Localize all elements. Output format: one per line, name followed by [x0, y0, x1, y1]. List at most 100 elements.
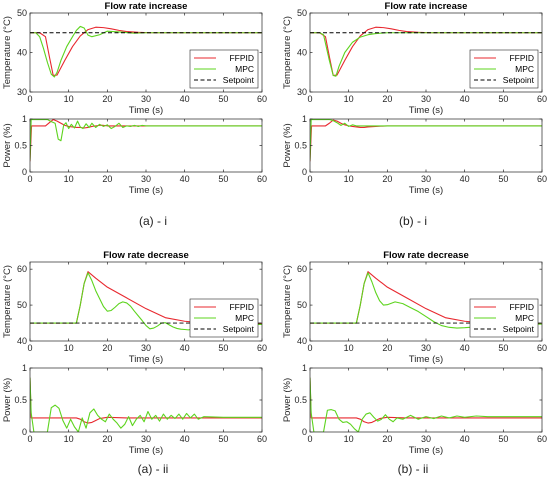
chart-a-ii-temp: 0 10 20 30 40 50 60 40 50 60 Time (s) Temperature (… — [2, 250, 267, 365]
chart-title: Flow rate decrease — [103, 250, 189, 261]
caption-b-i: (b) - i — [399, 214, 427, 228]
y-tick-label: 50 — [297, 8, 307, 18]
y-tick-label: 0.5 — [14, 141, 27, 151]
x-axis-label: Time (s) — [129, 445, 163, 456]
chart-b-i-power: 0 10 20 30 40 50 60 0 0.5 1 Time (s) Power (%) — [282, 114, 547, 196]
x-tick-label: 20 — [382, 343, 392, 353]
series-line-mpc — [310, 377, 542, 432]
x-tick-label: 50 — [498, 434, 508, 444]
x-tick-label: 0 — [27, 94, 32, 104]
x-tick-label: 20 — [382, 434, 392, 444]
series-line-mpc — [30, 377, 262, 432]
series-line-mpc — [310, 272, 542, 329]
x-axis-label: Time (s) — [409, 445, 443, 456]
legend-label-ffpid: FFPID — [229, 302, 254, 312]
x-tick-label: 20 — [102, 174, 112, 184]
y-tick-label: 0 — [22, 167, 27, 177]
x-tick-label: 10 — [64, 174, 74, 184]
x-tick-label: 10 — [344, 174, 354, 184]
x-axis-label: Time (s) — [409, 185, 443, 196]
x-axis-label: Time (s) — [129, 105, 163, 116]
chart-b-ii-temp: 0 10 20 30 40 50 60 40 50 60 Time (s) Temperature (… — [282, 250, 547, 365]
y-tick-label: 0 — [302, 167, 307, 177]
y-axis-label: Power (%) — [2, 378, 13, 422]
y-axis-label: Temperature (°C) — [2, 16, 13, 89]
x-tick-label: 20 — [102, 343, 112, 353]
y-axis-label: Temperature (°C) — [282, 265, 293, 338]
x-tick-label: 40 — [460, 174, 470, 184]
x-tick-label: 40 — [460, 434, 470, 444]
x-tick-label: 60 — [537, 343, 547, 353]
x-axis-label: Time (s) — [409, 354, 443, 365]
x-tick-label: 30 — [421, 434, 431, 444]
x-tick-label: 40 — [180, 343, 190, 353]
chart-a-i-temp: 0 10 20 30 40 50 60 30 40 50 Time (s) Temperature (… — [2, 1, 267, 116]
caption-a-ii: (a) - ii — [137, 462, 169, 476]
x-tick-label: 20 — [382, 94, 392, 104]
x-tick-label: 20 — [102, 434, 112, 444]
y-tick-label: 1 — [22, 114, 27, 124]
x-tick-label: 50 — [498, 174, 508, 184]
x-axis-label: Time (s) — [129, 354, 163, 365]
x-tick-label: 10 — [64, 343, 74, 353]
legend-label-ffpid: FFPID — [509, 302, 534, 312]
y-tick-label: 30 — [297, 87, 307, 97]
x-tick-label: 0 — [27, 434, 32, 444]
legend-label-mpc: MPC — [515, 64, 534, 74]
y-tick-label: 50 — [17, 8, 27, 18]
legend-label-setpoint: Setpoint — [503, 75, 535, 85]
x-axis-label: Time (s) — [129, 185, 163, 196]
legend-label-mpc: MPC — [515, 313, 534, 323]
chart-a-i-power: 0 10 20 30 40 50 60 0 0.5 1 Time (s) Power (%) — [2, 114, 267, 196]
legend-label-mpc: MPC — [235, 313, 254, 323]
x-tick-label: 60 — [257, 174, 267, 184]
y-tick-label: 40 — [17, 336, 27, 346]
x-tick-label: 60 — [257, 343, 267, 353]
y-tick-label: 60 — [17, 264, 27, 274]
y-tick-label: 0.5 — [294, 395, 307, 405]
x-tick-label: 30 — [421, 343, 431, 353]
y-tick-label: 50 — [17, 300, 27, 310]
x-tick-label: 30 — [141, 434, 151, 444]
y-axis-label: Power (%) — [2, 123, 13, 167]
plot-frame — [309, 118, 543, 173]
y-axis-label: Power (%) — [282, 378, 293, 422]
legend-label-setpoint: Setpoint — [223, 324, 255, 334]
x-tick-label: 0 — [307, 174, 312, 184]
caption-b-ii: (b) - ii — [397, 462, 429, 476]
caption-a-i: (a) - i — [139, 214, 167, 228]
y-tick-label: 0 — [302, 427, 307, 437]
series-line-mpc — [30, 118, 262, 161]
chart-b-ii-power: 0 10 20 30 40 50 60 0 0.5 1 Time (s) Power (%) — [282, 363, 547, 456]
y-tick-label: 0.5 — [14, 395, 27, 405]
x-tick-label: 40 — [180, 174, 190, 184]
y-tick-label: 40 — [297, 336, 307, 346]
x-tick-label: 60 — [537, 434, 547, 444]
y-axis-label: Temperature (°C) — [282, 16, 293, 89]
x-tick-label: 40 — [180, 94, 190, 104]
x-tick-label: 30 — [141, 94, 151, 104]
chart-title: Flow rate decrease — [383, 250, 469, 261]
chart-title: Flow rate increase — [105, 1, 188, 12]
legend-label-ffpid: FFPID — [229, 53, 254, 63]
legend-label-mpc: MPC — [235, 64, 254, 74]
x-tick-label: 50 — [218, 434, 228, 444]
y-tick-label: 60 — [297, 264, 307, 274]
x-tick-label: 40 — [460, 343, 470, 353]
x-tick-label: 10 — [344, 94, 354, 104]
y-tick-label: 40 — [17, 48, 27, 58]
x-tick-label: 10 — [344, 434, 354, 444]
x-tick-label: 10 — [64, 94, 74, 104]
x-tick-label: 60 — [537, 174, 547, 184]
series-line-ffpid — [30, 377, 262, 424]
x-tick-label: 50 — [218, 94, 228, 104]
series-line-mpc — [310, 118, 542, 161]
x-tick-label: 40 — [460, 94, 470, 104]
x-tick-label: 50 — [498, 94, 508, 104]
plot-frame — [29, 118, 263, 173]
chart-a-ii-power: 0 10 20 30 40 50 60 0 0.5 1 Time (s) Power (%) — [2, 363, 267, 456]
